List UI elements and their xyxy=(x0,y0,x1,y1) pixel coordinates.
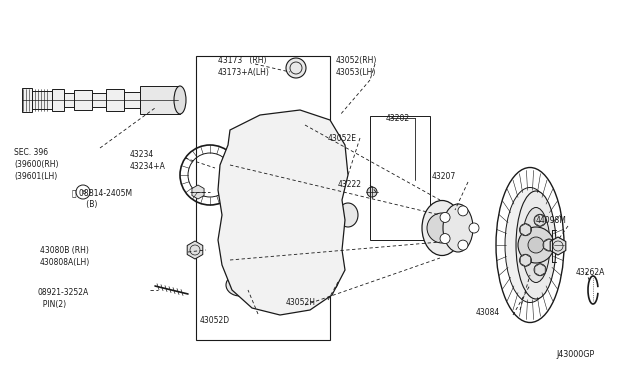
Polygon shape xyxy=(188,241,203,259)
Bar xyxy=(22,88,32,112)
Circle shape xyxy=(534,214,546,226)
Circle shape xyxy=(520,224,531,236)
Polygon shape xyxy=(520,254,531,266)
Text: 43222: 43222 xyxy=(338,180,362,189)
Ellipse shape xyxy=(264,285,302,311)
Bar xyxy=(32,91,52,109)
Ellipse shape xyxy=(265,116,303,144)
Text: B: B xyxy=(81,189,85,195)
Ellipse shape xyxy=(422,201,462,256)
Text: 43052D: 43052D xyxy=(200,316,230,325)
Text: 44098M: 44098M xyxy=(536,216,567,225)
Circle shape xyxy=(286,58,306,78)
Text: 43234
43234+A: 43234 43234+A xyxy=(130,150,166,171)
Polygon shape xyxy=(550,237,566,255)
Text: 43052(RH)
43053(LH): 43052(RH) 43053(LH) xyxy=(336,56,378,77)
Text: J43000GP: J43000GP xyxy=(556,350,595,359)
Bar xyxy=(92,93,106,107)
Polygon shape xyxy=(535,264,545,276)
Text: 43202: 43202 xyxy=(386,114,410,123)
Text: Ⓑ 08B14-2405M
      (B): Ⓑ 08B14-2405M (B) xyxy=(72,188,132,209)
Circle shape xyxy=(261,236,275,250)
Text: 43262A: 43262A xyxy=(576,268,605,277)
Ellipse shape xyxy=(226,274,254,296)
Circle shape xyxy=(458,240,468,250)
Circle shape xyxy=(543,239,555,251)
Text: 08921-3252A
  PIN(2): 08921-3252A PIN(2) xyxy=(38,288,89,309)
Circle shape xyxy=(534,264,546,276)
Circle shape xyxy=(248,208,262,222)
Polygon shape xyxy=(544,239,554,251)
Circle shape xyxy=(233,278,247,292)
Circle shape xyxy=(302,208,316,222)
Circle shape xyxy=(427,213,457,243)
Text: 43080B (RH)
430808A(LH): 43080B (RH) 430808A(LH) xyxy=(40,246,90,267)
Circle shape xyxy=(261,180,275,194)
Bar xyxy=(160,93,178,107)
Text: 43173   (RH)
43173+A(LH): 43173 (RH) 43173+A(LH) xyxy=(218,56,270,77)
Circle shape xyxy=(275,121,293,139)
Text: 43052H: 43052H xyxy=(286,298,316,307)
Ellipse shape xyxy=(522,208,550,282)
Circle shape xyxy=(518,227,554,263)
Bar xyxy=(64,93,74,107)
Polygon shape xyxy=(520,224,531,236)
Bar xyxy=(140,86,180,114)
Bar xyxy=(196,56,330,340)
Text: 43052E: 43052E xyxy=(328,134,357,143)
Polygon shape xyxy=(192,185,204,199)
Text: 43207: 43207 xyxy=(432,172,456,181)
Bar xyxy=(52,89,64,111)
Circle shape xyxy=(274,289,292,307)
Text: 43084: 43084 xyxy=(476,308,500,317)
Circle shape xyxy=(440,212,450,222)
Ellipse shape xyxy=(174,86,186,114)
Ellipse shape xyxy=(338,203,358,227)
Circle shape xyxy=(262,195,302,235)
Circle shape xyxy=(469,223,479,233)
Bar xyxy=(106,89,124,111)
Circle shape xyxy=(289,180,303,194)
Polygon shape xyxy=(535,214,545,226)
Circle shape xyxy=(528,237,544,253)
Text: SEC. 396
(39600(RH)
(39601(LH): SEC. 396 (39600(RH) (39601(LH) xyxy=(14,148,58,180)
Bar xyxy=(370,116,430,240)
Bar xyxy=(74,90,92,110)
Circle shape xyxy=(440,234,450,244)
Ellipse shape xyxy=(443,204,473,252)
Circle shape xyxy=(318,275,332,289)
Circle shape xyxy=(289,236,303,250)
Circle shape xyxy=(227,160,337,270)
Circle shape xyxy=(367,187,377,197)
Circle shape xyxy=(520,254,531,266)
Bar xyxy=(140,90,160,110)
Ellipse shape xyxy=(505,187,555,302)
Polygon shape xyxy=(218,110,348,315)
Circle shape xyxy=(458,206,468,216)
Circle shape xyxy=(242,175,322,255)
Ellipse shape xyxy=(516,191,556,299)
Ellipse shape xyxy=(312,272,338,292)
Bar xyxy=(124,92,140,108)
